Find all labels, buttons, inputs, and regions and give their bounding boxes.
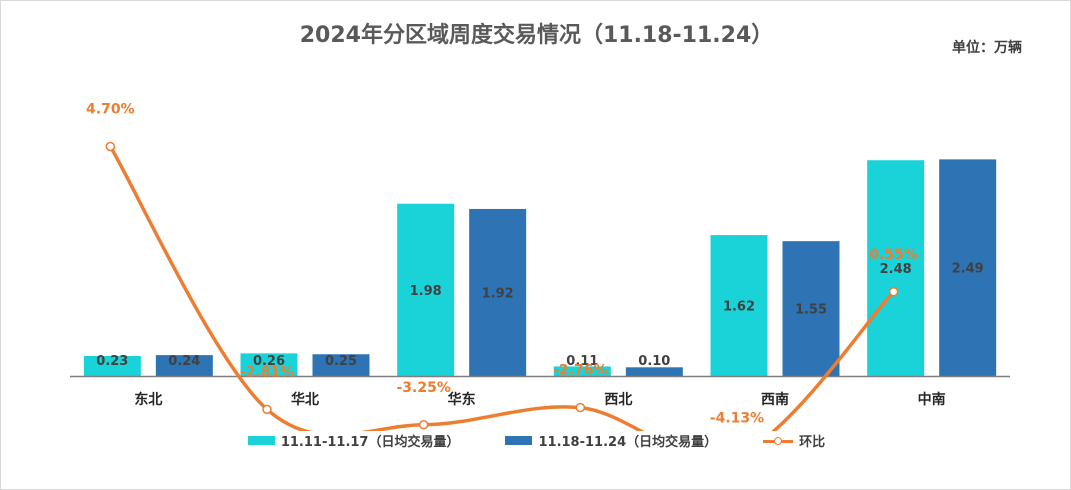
line-label-5: 0.55% [869, 247, 918, 263]
bar-label-s2-0: 0.24 [168, 354, 200, 369]
legend-item-series-2[interactable]: 11.18-11.24（日均交易量） [505, 431, 717, 450]
line-label-2: -3.25% [396, 380, 450, 396]
legend-item-series-3[interactable]: 环比 [763, 431, 825, 450]
x-tick-label-3: 西北 [604, 392, 632, 408]
bar-s1-5 [867, 160, 925, 376]
bar-s1-1 [240, 353, 298, 376]
bar-label-s1-3: 0.11 [566, 354, 598, 369]
bar-label-s1-5: 2.48 [880, 262, 912, 277]
bar-label-s1-4: 1.62 [723, 300, 755, 315]
bar-label-s2-1: 0.25 [325, 354, 357, 369]
legend-swatch-line-icon [763, 436, 794, 446]
bar-label-s1-1: 0.26 [253, 354, 285, 369]
line-point-1 [262, 404, 272, 415]
legend-swatch-series-1 [247, 436, 275, 445]
bar-label-s1-0: 0.23 [96, 354, 128, 369]
bar-s1-4 [710, 235, 768, 376]
bar-s1-0 [83, 355, 141, 376]
x-tick-label-4: 西南 [761, 391, 789, 408]
line-point-2 [418, 420, 429, 430]
line-point-3 [575, 402, 586, 413]
line-label-3: -2.76% [553, 363, 607, 379]
line-label-1: -2.81% [240, 364, 294, 380]
line-point-5 [888, 287, 899, 297]
line-point-0 [105, 141, 116, 152]
bar-label-s2-5: 2.49 [952, 262, 984, 277]
chart-title: 2024年分区域周度交易情况（11.18-11.24） [299, 23, 774, 48]
unit-label: 单位：万辆 [952, 40, 1022, 56]
x-tick-label-2: 华东 [448, 391, 476, 408]
x-tick-label-5: 中南 [918, 391, 946, 408]
bar-s1-2 [397, 203, 455, 376]
chart-plot: 0.23 0.24 0.26 0.25 1.98 1.92 0.11 0.10 1.62 1.55… [70, 102, 1010, 431]
legend-label-series-2: 11.18-11.24（日均交易量） [538, 435, 718, 450]
legend-item-series-1[interactable]: 11.11-11.17（日均交易量） [247, 431, 460, 450]
bar-label-s2-2: 1.92 [482, 286, 514, 301]
bar-s2-5 [939, 159, 997, 376]
bar-s2-3 [625, 367, 683, 376]
legend-swatch-series-2 [505, 436, 533, 445]
bar-s1-3 [553, 366, 611, 376]
legend-label-series-1: 11.11-11.17（日均交易量） [280, 435, 460, 450]
chart-legend: 11.11-11.17（日均交易量） 11.18-11.24（日均交易量） 环比 [1, 431, 1071, 450]
legend-label-series-3: 环比 [799, 435, 826, 450]
bar-s2-2 [469, 208, 527, 376]
bar-s2-4 [782, 241, 840, 376]
bar-label-s1-2: 1.98 [410, 284, 442, 299]
line-series-ratio [108, 144, 896, 431]
bar-s2-0 [155, 355, 213, 376]
bar-label-s2-4: 1.55 [795, 303, 827, 318]
line-label-0: 4.70% [86, 102, 135, 118]
bar-label-s2-3: 0.10 [638, 354, 670, 369]
line-label-4: -4.13% [710, 411, 764, 427]
x-tick-label-0: 东北 [134, 391, 162, 408]
bar-s2-1 [312, 354, 370, 376]
x-tick-label-1: 华北 [291, 391, 319, 408]
